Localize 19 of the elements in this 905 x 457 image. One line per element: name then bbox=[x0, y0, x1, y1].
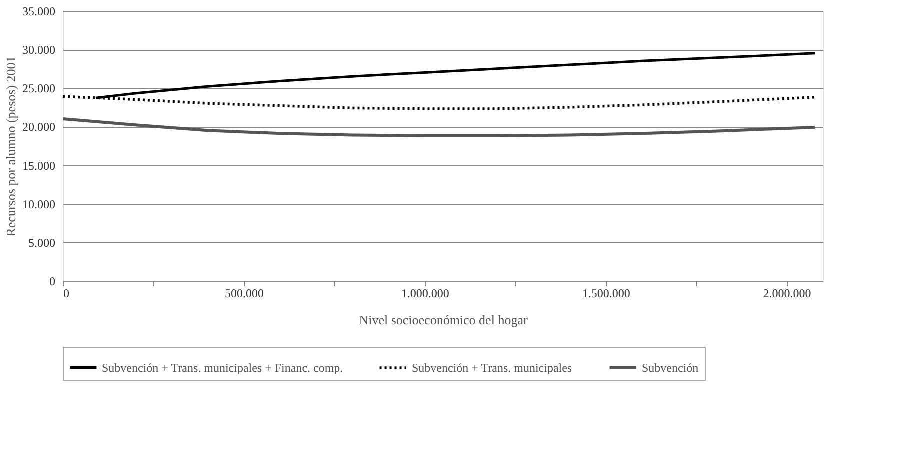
x-tick-label: 1.500.000 bbox=[582, 286, 630, 300]
y-tick-label: 10.000 bbox=[22, 197, 56, 212]
x-tick-label: 0 bbox=[64, 286, 70, 300]
line-series bbox=[62, 118, 817, 138]
legend-label: Subvención + Trans. municipales bbox=[412, 361, 572, 375]
y-tick-label: 35.000 bbox=[22, 4, 56, 18]
y-tick-label: 20.000 bbox=[22, 120, 56, 134]
y-tick-label: 25.000 bbox=[22, 82, 56, 96]
x-tick-label: 2.000.000 bbox=[763, 286, 812, 300]
y-axis-title: Recursos por alumno (pesos) 2001 bbox=[4, 56, 18, 237]
legend-label: Subvención + Trans. municipales + Financ. comp. bbox=[102, 360, 344, 375]
x-tick-label: 1.000.000 bbox=[401, 286, 450, 300]
y-tick-label: 15.000 bbox=[22, 158, 56, 173]
y-tick-label: 0 bbox=[50, 274, 56, 288]
legend-label: Subvención bbox=[642, 361, 699, 375]
y-tick-label: 30.000 bbox=[22, 43, 56, 58]
x-axis-title: Nivel socioeconómico del hogar bbox=[359, 312, 528, 328]
y-tick-label: 5.000 bbox=[28, 236, 56, 250]
x-tick-label: 500.000 bbox=[224, 286, 264, 300]
